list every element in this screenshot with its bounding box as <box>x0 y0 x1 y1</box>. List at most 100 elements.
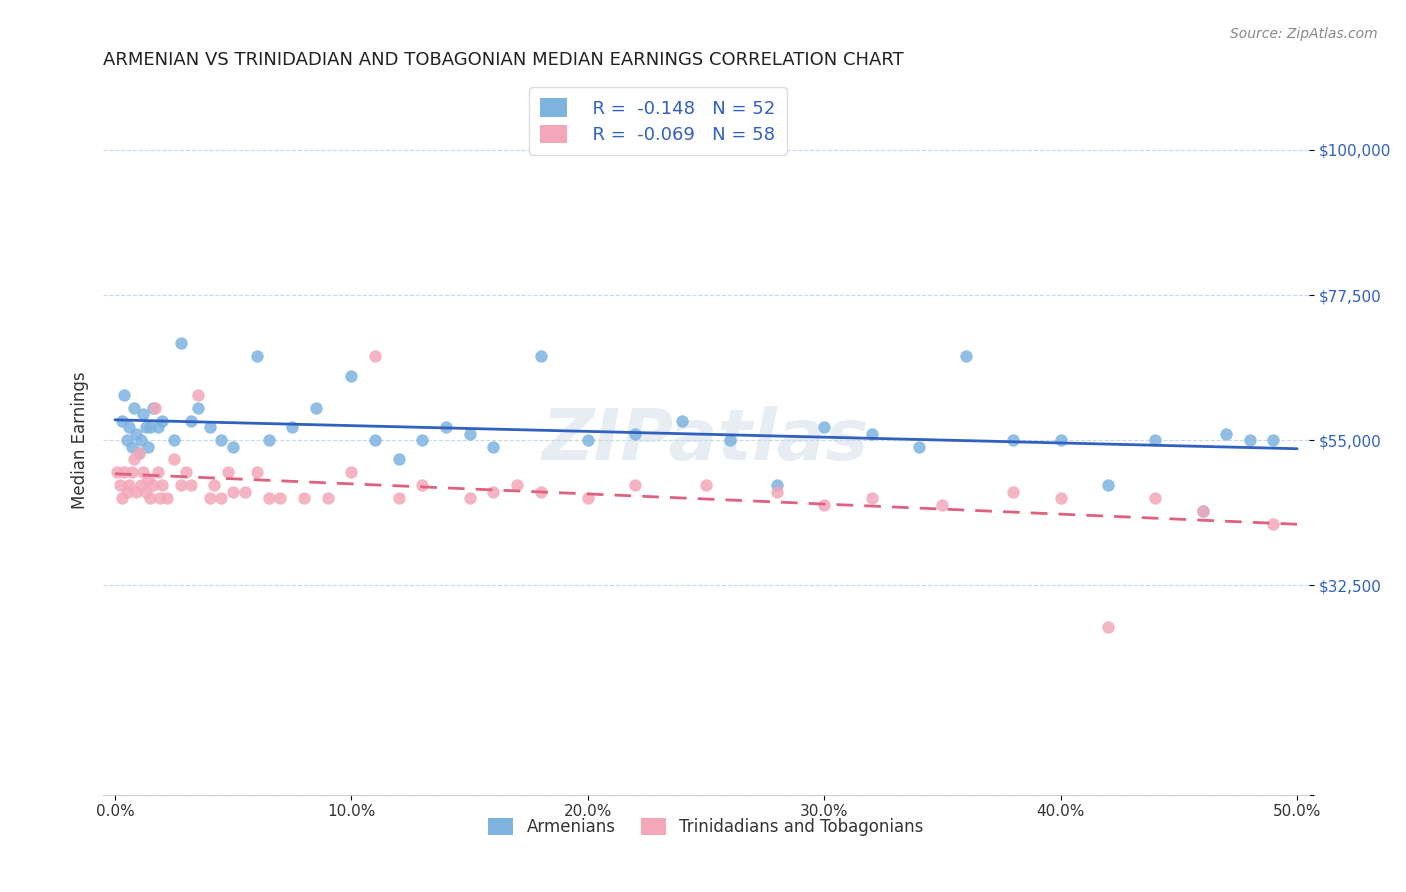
Point <box>129 478 152 492</box>
Point <box>1144 491 1167 505</box>
Point <box>180 478 202 492</box>
Point <box>281 420 304 434</box>
Point <box>340 466 363 480</box>
Point <box>624 426 647 441</box>
Point <box>163 452 186 467</box>
Point <box>1215 426 1237 441</box>
Point <box>170 478 193 492</box>
Legend: Armenians, Trinidadians and Tobagonians: Armenians, Trinidadians and Tobagonians <box>482 812 931 843</box>
Point <box>170 336 193 351</box>
Text: ARMENIAN VS TRINIDADIAN AND TOBAGONIAN MEDIAN EARNINGS CORRELATION CHART: ARMENIAN VS TRINIDADIAN AND TOBAGONIAN M… <box>103 51 904 69</box>
Point <box>529 484 551 499</box>
Point <box>434 420 457 434</box>
Point <box>202 478 225 492</box>
Point <box>132 466 155 480</box>
Point <box>112 388 135 402</box>
Point <box>813 498 835 512</box>
Point <box>125 484 148 499</box>
Point <box>458 491 481 505</box>
Point <box>931 498 953 512</box>
Point <box>111 414 134 428</box>
Point <box>860 491 883 505</box>
Text: ZIPatlas: ZIPatlas <box>543 406 870 475</box>
Point <box>209 491 232 505</box>
Y-axis label: Median Earnings: Median Earnings <box>72 371 89 509</box>
Point <box>766 484 789 499</box>
Point <box>150 414 173 428</box>
Point <box>671 414 693 428</box>
Point <box>1239 433 1261 447</box>
Point <box>1263 433 1285 447</box>
Point <box>1002 484 1025 499</box>
Point <box>1191 504 1213 518</box>
Point <box>624 478 647 492</box>
Point <box>1191 504 1213 518</box>
Point <box>364 433 387 447</box>
Point <box>125 426 148 441</box>
Point <box>411 433 433 447</box>
Point <box>198 420 221 434</box>
Point <box>364 349 387 363</box>
Point <box>122 401 145 415</box>
Point <box>217 466 239 480</box>
Point <box>108 478 131 492</box>
Point <box>136 440 159 454</box>
Point <box>718 433 741 447</box>
Point <box>246 349 269 363</box>
Point <box>122 452 145 467</box>
Point <box>1097 620 1119 634</box>
Point <box>1049 491 1071 505</box>
Point <box>129 433 152 447</box>
Point <box>1097 478 1119 492</box>
Point <box>1144 433 1167 447</box>
Point <box>112 466 135 480</box>
Point <box>132 407 155 421</box>
Point <box>156 491 179 505</box>
Point <box>139 420 162 434</box>
Point <box>316 491 339 505</box>
Point <box>187 401 209 415</box>
Point <box>1002 433 1025 447</box>
Point <box>135 420 157 434</box>
Point <box>128 446 150 460</box>
Point <box>813 420 835 434</box>
Point <box>115 433 138 447</box>
Point <box>222 440 245 454</box>
Point <box>257 433 280 447</box>
Point <box>146 466 169 480</box>
Point <box>458 426 481 441</box>
Point <box>506 478 529 492</box>
Point <box>105 466 128 480</box>
Point <box>576 491 599 505</box>
Point <box>766 478 789 492</box>
Point <box>388 452 411 467</box>
Point <box>695 478 717 492</box>
Point <box>139 491 162 505</box>
Point <box>257 491 280 505</box>
Point <box>149 491 172 505</box>
Point <box>146 420 169 434</box>
Point <box>198 491 221 505</box>
Point <box>529 349 551 363</box>
Point <box>121 466 143 480</box>
Point <box>292 491 315 505</box>
Point <box>136 472 159 486</box>
Point <box>860 426 883 441</box>
Point <box>142 401 165 415</box>
Point <box>340 368 363 383</box>
Point <box>246 466 269 480</box>
Point <box>269 491 291 505</box>
Point <box>143 401 166 415</box>
Point <box>174 466 197 480</box>
Point <box>305 401 328 415</box>
Point <box>118 478 141 492</box>
Point <box>388 491 411 505</box>
Point <box>163 433 186 447</box>
Point <box>135 484 157 499</box>
Point <box>482 440 505 454</box>
Point <box>576 433 599 447</box>
Point <box>150 478 173 492</box>
Point <box>222 484 245 499</box>
Point <box>118 420 141 434</box>
Point <box>233 484 256 499</box>
